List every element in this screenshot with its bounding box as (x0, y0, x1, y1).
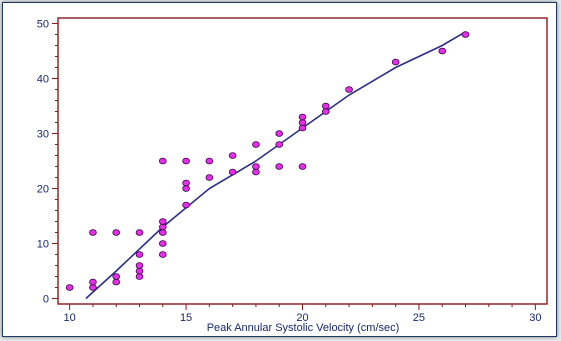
data-point (158, 218, 167, 225)
data-point (112, 273, 121, 280)
data-point (182, 185, 190, 192)
data-point (321, 108, 330, 115)
data-point (135, 229, 144, 236)
plot-border (57, 17, 548, 305)
data-point (89, 284, 97, 291)
x-tick-label: 10 (64, 312, 76, 324)
data-point (135, 262, 144, 269)
data-point (298, 113, 307, 121)
x-tick-label: 30 (529, 312, 541, 324)
data-point (275, 141, 284, 148)
x-tick-label: 20 (296, 312, 308, 324)
y-tick-label: 30 (37, 129, 49, 141)
data-point (89, 229, 97, 236)
data-point (112, 229, 121, 236)
data-point (182, 179, 190, 187)
data-point (182, 157, 190, 165)
y-tick-label: 0 (43, 294, 49, 306)
data-point (135, 267, 144, 275)
data-point (275, 130, 284, 137)
data-point (321, 102, 330, 110)
y-tick-label: 20 (37, 184, 49, 196)
y-tick-label: 10 (37, 239, 49, 251)
data-point (228, 168, 237, 176)
data-point (65, 284, 74, 291)
data-point (252, 168, 260, 176)
data-point (438, 47, 447, 55)
data-point (298, 163, 307, 170)
data-point (158, 223, 167, 231)
x-tick-label: 25 (413, 312, 425, 324)
data-point (298, 119, 307, 126)
y-tick-label: 50 (37, 19, 49, 31)
data-point (252, 141, 260, 148)
y-tick-label: 40 (37, 74, 49, 86)
data-point (298, 124, 307, 132)
data-point (158, 229, 167, 236)
data-point (135, 251, 144, 258)
data-point (205, 157, 214, 165)
data-point (275, 163, 284, 170)
x-axis-title: Peak Annular Systolic Velocity (cm/sec) (207, 322, 400, 334)
data-point (345, 86, 353, 93)
data-point (89, 278, 97, 286)
data-point (391, 58, 400, 66)
data-point (158, 251, 167, 258)
data-point (461, 31, 470, 38)
data-point (252, 163, 260, 170)
data-point (205, 174, 214, 181)
data-point (135, 273, 144, 280)
x-tick-label: 15 (180, 312, 192, 324)
data-point (112, 278, 121, 286)
data-point (228, 152, 237, 159)
data-point (182, 201, 190, 209)
data-point (158, 157, 167, 165)
data-point (158, 240, 167, 247)
